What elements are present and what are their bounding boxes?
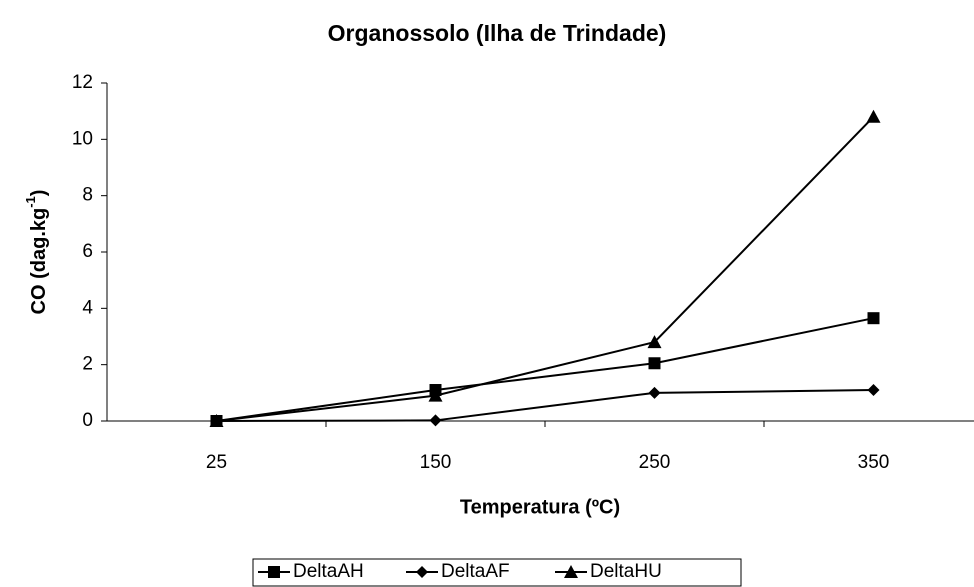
y-tick-label: 6 bbox=[82, 241, 93, 262]
marker-diamond bbox=[416, 566, 428, 578]
y-tick-label: 2 bbox=[82, 354, 93, 375]
marker-diamond bbox=[648, 386, 661, 399]
y-tick-label: 12 bbox=[72, 72, 93, 93]
x-tick-label: 25 bbox=[206, 452, 227, 473]
y-tick-label: 10 bbox=[72, 128, 93, 149]
series-line bbox=[216, 317, 874, 422]
y-tick-label: 4 bbox=[82, 297, 93, 318]
marker-triangle bbox=[866, 109, 881, 123]
marker-diamond bbox=[429, 414, 442, 427]
marker-triangle bbox=[564, 565, 578, 578]
y-axis-label: CO (dag.kg-1) bbox=[23, 190, 50, 315]
legend-box bbox=[252, 558, 742, 587]
series-line bbox=[216, 389, 874, 422]
y-axis-label-text: CO (dag.kg-1) bbox=[23, 190, 50, 315]
marker-triangle bbox=[647, 335, 662, 349]
legend-label: DeltaHU bbox=[590, 561, 662, 582]
x-tick-label: 150 bbox=[420, 452, 452, 473]
x-tick-label: 250 bbox=[639, 452, 671, 473]
marker-square bbox=[867, 312, 880, 325]
x-tick-label: 350 bbox=[858, 452, 890, 473]
y-tick-label: 0 bbox=[82, 410, 93, 431]
legend-label: DeltaAH bbox=[293, 561, 364, 582]
marker-square bbox=[268, 566, 280, 578]
x-axis-label: Temperatura (ºC) bbox=[460, 496, 620, 518]
y-tick-label: 8 bbox=[82, 185, 93, 206]
marker-square bbox=[648, 357, 661, 370]
y-label-main: CO (dag.kg bbox=[28, 208, 50, 315]
y-label-sup: -1 bbox=[23, 196, 38, 208]
marker-triangle bbox=[428, 388, 443, 402]
y-label-suffix: ) bbox=[28, 190, 50, 197]
legend-label: DeltaAF bbox=[441, 561, 510, 582]
marker-diamond bbox=[867, 384, 880, 397]
chart-title: Organossolo (Ilha de Trindade) bbox=[328, 20, 667, 46]
marker-triangle bbox=[209, 414, 224, 427]
series-line bbox=[216, 116, 875, 422]
